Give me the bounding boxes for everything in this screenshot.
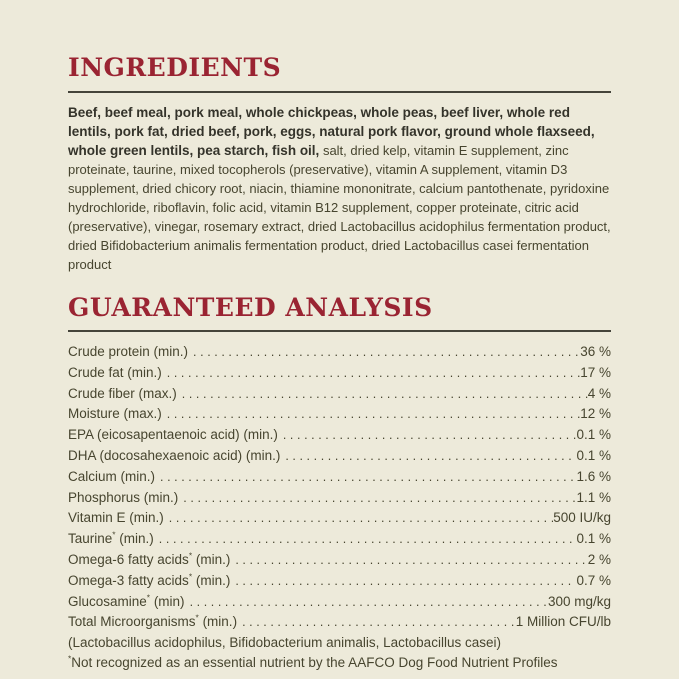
- ingredients-heading: INGREDIENTS: [68, 53, 282, 82]
- analysis-row-value: 0.1 %: [576, 447, 611, 463]
- analysis-row-value: 0.1 %: [576, 531, 611, 547]
- analysis-row: Crude protein (min.) 36 %: [68, 342, 611, 363]
- leader-dots: [185, 592, 548, 613]
- aafco-footnote: *Not recognized as an essential nutrient…: [68, 653, 558, 670]
- analysis-row-label: DHA (docosahexaenoic acid) (min.): [68, 447, 281, 463]
- analysis-row-label: Crude fiber (max.): [68, 385, 177, 401]
- footnote-asterisk: *: [68, 653, 72, 664]
- analysis-row-label: Glucosamine* (min): [68, 592, 185, 609]
- analysis-row: Total Microorganisms* (min.) 1 Million CF…: [68, 612, 611, 633]
- ingredients-primary: Beef, beef meal, pork meal, whole chickp…: [68, 104, 595, 158]
- analysis-row-value: 1.1 %: [576, 489, 611, 505]
- footnote-asterisk: *: [112, 529, 116, 540]
- guaranteed-analysis-heading: GUARANTEED ANALYSIS: [68, 292, 433, 322]
- analysis-row-label: Total Microorganisms* (min.): [68, 612, 238, 630]
- analysis-row: EPA (eicosapentaenoic acid) (min.) 0.1 %: [68, 425, 611, 446]
- analysis-row: Crude fat (min.) 17 %: [68, 363, 611, 384]
- ingredients-secondary: salt, dried kelp, vitamin E supplement, …: [68, 142, 611, 272]
- analysis-row-value: 1.6 %: [576, 468, 611, 484]
- analysis-row-value: 0.1 %: [576, 427, 611, 443]
- leader-dots: [154, 529, 577, 550]
- analysis-row-label: Crude fat (min.): [68, 364, 162, 380]
- analysis-row: Moisture (max.) 12 %: [68, 404, 611, 425]
- leader-dots: [230, 571, 576, 592]
- analysis-row-value: 36 %: [580, 344, 611, 359]
- analysis-row-value: 2 %: [587, 551, 611, 567]
- leader-dots: [230, 550, 587, 571]
- analysis-row: Taurine* (min.) 0.1 %: [68, 529, 611, 550]
- analysis-row-value: 500 IU/kg: [553, 510, 611, 526]
- analysis-row: Crude fiber (max.) 4 %: [68, 384, 611, 405]
- analysis-row-value: 0.7 %: [576, 572, 611, 588]
- analysis-row-value: 17 %: [580, 364, 611, 380]
- analysis-table: Crude protein (min.) 36 % Crude fat (min.)…: [68, 342, 611, 633]
- analysis-row: DHA (docosahexaenoic acid) (min.) 0.1 %: [68, 446, 611, 467]
- analysis-row-label: Omega-3 fatty acids* (min.): [68, 571, 231, 588]
- analysis-row-label: Vitamin E (min.): [68, 510, 164, 526]
- leader-dots: [237, 612, 516, 633]
- analysis-row-value: 300 mg/kg: [547, 593, 611, 609]
- analysis-row: Phosphorus (min.) 1.1 %: [68, 488, 611, 509]
- leader-dots: [155, 467, 576, 488]
- leader-dots: [162, 363, 580, 384]
- analysis-row-value: 12 %: [580, 406, 611, 422]
- leader-dots: [177, 384, 588, 405]
- guaranteed-analysis-divider: [68, 330, 611, 332]
- leader-dots: [188, 342, 580, 363]
- footnote-asterisk: *: [188, 571, 193, 582]
- leader-dots: [280, 446, 576, 467]
- leader-dots: [178, 488, 576, 509]
- analysis-row-label: Taurine* (min.): [68, 529, 154, 547]
- analysis-row-label: Moisture (max.): [68, 406, 162, 422]
- analysis-row: Calcium (min.) 1.6 %: [68, 467, 611, 488]
- leader-dots: [164, 508, 553, 529]
- analysis-row-label: Phosphorus (min.): [68, 489, 179, 505]
- ingredients-text: Beef, beef meal, pork meal, whole chickp…: [68, 103, 611, 274]
- footnote-asterisk: *: [146, 592, 151, 603]
- ingredients-section: INGREDIENTS Beef, beef meal, pork meal, …: [68, 54, 611, 274]
- analysis-row: Glucosamine* (min) 300 mg/kg: [68, 592, 611, 613]
- leader-dots: [278, 425, 577, 446]
- analysis-row-value: 1 Million CFU/lb: [515, 614, 611, 630]
- guaranteed-analysis-section: GUARANTEED ANALYSIS Crude protein (min.)…: [68, 292, 611, 673]
- analysis-row: Omega-6 fatty acids* (min.) 2 %: [68, 550, 611, 571]
- analysis-row: Vitamin E (min.) 500 IU/kg: [68, 508, 611, 529]
- leader-dots: [162, 404, 580, 425]
- analysis-row: Omega-3 fatty acids* (min.) 0.7 %: [68, 571, 611, 592]
- microorganisms-detail: (Lactobacillus acidophilus, Bifidobacter…: [68, 635, 501, 651]
- analysis-row-label: Calcium (min.): [68, 468, 156, 484]
- footnote-asterisk: *: [188, 550, 193, 561]
- analysis-row-value: 4 %: [587, 385, 611, 401]
- analysis-row-label: EPA (eicosapentaenoic acid) (min.): [68, 427, 278, 443]
- analysis-row-label: Crude protein (min.): [68, 344, 189, 359]
- footnote-asterisk: *: [195, 612, 199, 623]
- ingredients-divider: [68, 90, 611, 93]
- analysis-row-label: Omega-6 fatty acids* (min.): [68, 550, 231, 567]
